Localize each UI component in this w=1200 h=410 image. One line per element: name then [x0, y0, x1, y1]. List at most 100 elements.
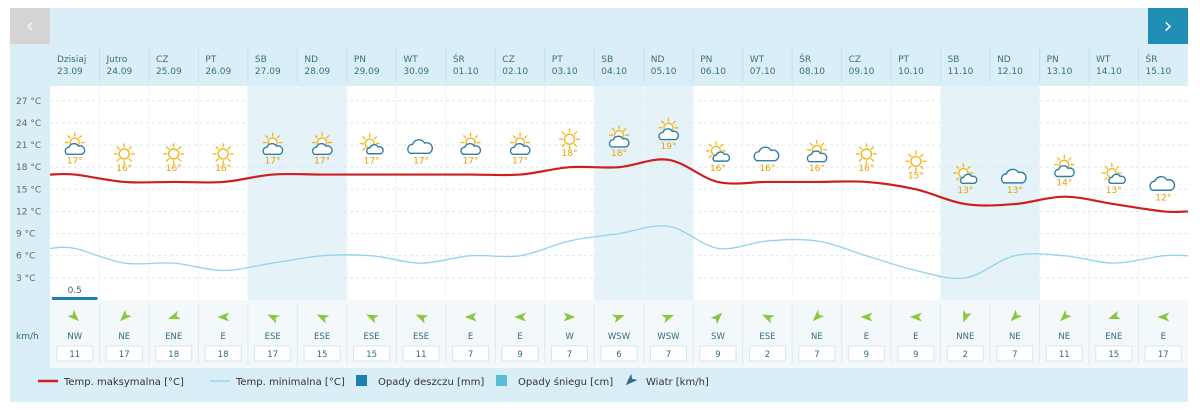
sun-icon: [163, 143, 185, 165]
day-name-label: ND: [304, 55, 318, 65]
legend-label: Temp. minimalna [°C]: [235, 377, 345, 388]
wind-arrow-icon: [812, 309, 825, 322]
wind-direction-label: ENE: [165, 332, 182, 342]
partly-cloudy-sun-icon: [608, 125, 630, 148]
wind-speed-box: [847, 345, 885, 362]
sun-ray: [870, 146, 875, 150]
cloud-icon: [1000, 168, 1027, 184]
wind-speed-label: 7: [666, 350, 671, 360]
sun-disc: [910, 155, 922, 168]
sun-ray: [474, 135, 478, 139]
day-name-label: PT: [552, 55, 563, 65]
wind-arrow-icon: [415, 314, 429, 324]
day-date-label: 13.10: [1047, 67, 1073, 77]
sun-ray: [1056, 157, 1061, 161]
wind-arrow-icon: [661, 314, 675, 324]
legend-label: Opady śniegu [cm]: [518, 376, 613, 388]
cloud-shape: [1108, 173, 1126, 184]
day-name-label: ŚR: [1146, 53, 1158, 65]
max-temp-label: 17°: [512, 157, 528, 167]
max-temp-line: [49, 158, 1188, 214]
max-temp-label: 13°: [1007, 186, 1023, 196]
wind-speed-box: [254, 345, 292, 362]
weekend-band: [247, 86, 298, 300]
wind-direction-label: E: [913, 332, 918, 342]
wind-direction-label: E: [1161, 332, 1166, 342]
wind-direction-label: ESE: [314, 332, 330, 342]
sun-ray: [128, 146, 132, 150]
day-date-label: 25.09: [156, 67, 182, 77]
wind-arrow-head: [563, 312, 576, 322]
wind-arrow-head: [812, 309, 825, 322]
wind-direction-label: SW: [711, 332, 725, 342]
legend-item: Opady śniegu [cm]: [496, 375, 613, 388]
sun-icon: [855, 143, 878, 165]
sun-ray: [1115, 165, 1120, 170]
wind-arrow-icon: [168, 310, 181, 320]
legend-label: Temp. maksymalna [°C]: [63, 377, 184, 388]
y-tick-label: 18 °C: [16, 163, 41, 173]
y-tick-label: 21 °C: [16, 141, 41, 151]
wind-speed-label: 15: [317, 350, 328, 360]
max-temp-label: 16°: [809, 164, 825, 174]
min-temp-line: [49, 225, 1188, 280]
wind-direction-label: NE: [1009, 332, 1021, 342]
prev-button[interactable]: ‹: [10, 8, 50, 44]
cloud-shape: [806, 150, 828, 163]
wind-speed-box: [452, 345, 490, 362]
wind-speed-box: [1095, 345, 1133, 362]
sun-icon: [113, 143, 135, 165]
sun-ray: [561, 143, 566, 147]
day-date-label: 11.10: [948, 67, 974, 77]
day-date-label: 15.10: [1146, 67, 1172, 77]
wind-arrow-icon: [217, 312, 230, 322]
wind-speed-box: [1144, 345, 1182, 362]
cloud-shape: [658, 128, 680, 141]
sun-ray: [215, 146, 219, 150]
sun-ray: [920, 165, 924, 170]
wind-direction-label: E: [864, 332, 869, 342]
wind-direction-label: WSW: [657, 332, 680, 342]
max-temp-label: 17°: [463, 157, 479, 167]
cloud-icon: [753, 146, 780, 162]
wind-arrow-icon: [1060, 309, 1072, 322]
sun-ray: [719, 143, 724, 147]
sun-ray: [955, 165, 960, 170]
wind-arrow-head: [217, 312, 230, 322]
cloud-shape: [1149, 176, 1176, 191]
wind-arrow-head: [464, 312, 477, 322]
wind-speed-box: [204, 345, 242, 362]
sun-ray: [116, 158, 120, 162]
wind-direction-label: E: [468, 332, 473, 342]
y-tick-label: 24 °C: [16, 119, 41, 129]
wind-arrow-head: [168, 310, 181, 320]
wind-arrow-icon: [1010, 309, 1023, 322]
wind-speed-label: 11: [69, 350, 80, 360]
partly-cloudy-sun-icon: [460, 132, 482, 156]
wind-arrow-icon: [464, 312, 477, 322]
next-button[interactable]: ›: [1148, 8, 1188, 44]
max-temp-label: 16°: [166, 164, 182, 174]
day-name-label: PT: [205, 55, 216, 65]
wind-arrow-head: [611, 314, 625, 324]
wind-speed-label: 7: [567, 350, 572, 360]
partly-cloudy-sun-icon: [658, 117, 680, 141]
wind-arrow-head: [1060, 309, 1072, 322]
sun-ray: [165, 158, 170, 162]
sun-disc: [167, 148, 180, 160]
wind-speed-box: [946, 345, 984, 362]
cloud-shape: [509, 142, 531, 156]
max-temp-label: 16°: [116, 164, 132, 174]
wind-speed-label: 11: [416, 350, 427, 360]
day-name-label: CZ: [502, 55, 514, 65]
sun-ray: [858, 158, 863, 162]
y-axis-band: [10, 44, 50, 368]
max-temp-label: 18°: [611, 149, 627, 159]
sun-ray: [362, 147, 366, 151]
sun-ray: [967, 165, 971, 170]
wind-arrow-icon: [366, 314, 379, 324]
sun-ray: [858, 146, 863, 150]
legend: Temp. maksymalna [°C] Temp. minimalna [°C…: [38, 373, 709, 388]
max-temp-label: 16°: [215, 164, 231, 174]
day-name-label: WT: [403, 55, 418, 65]
